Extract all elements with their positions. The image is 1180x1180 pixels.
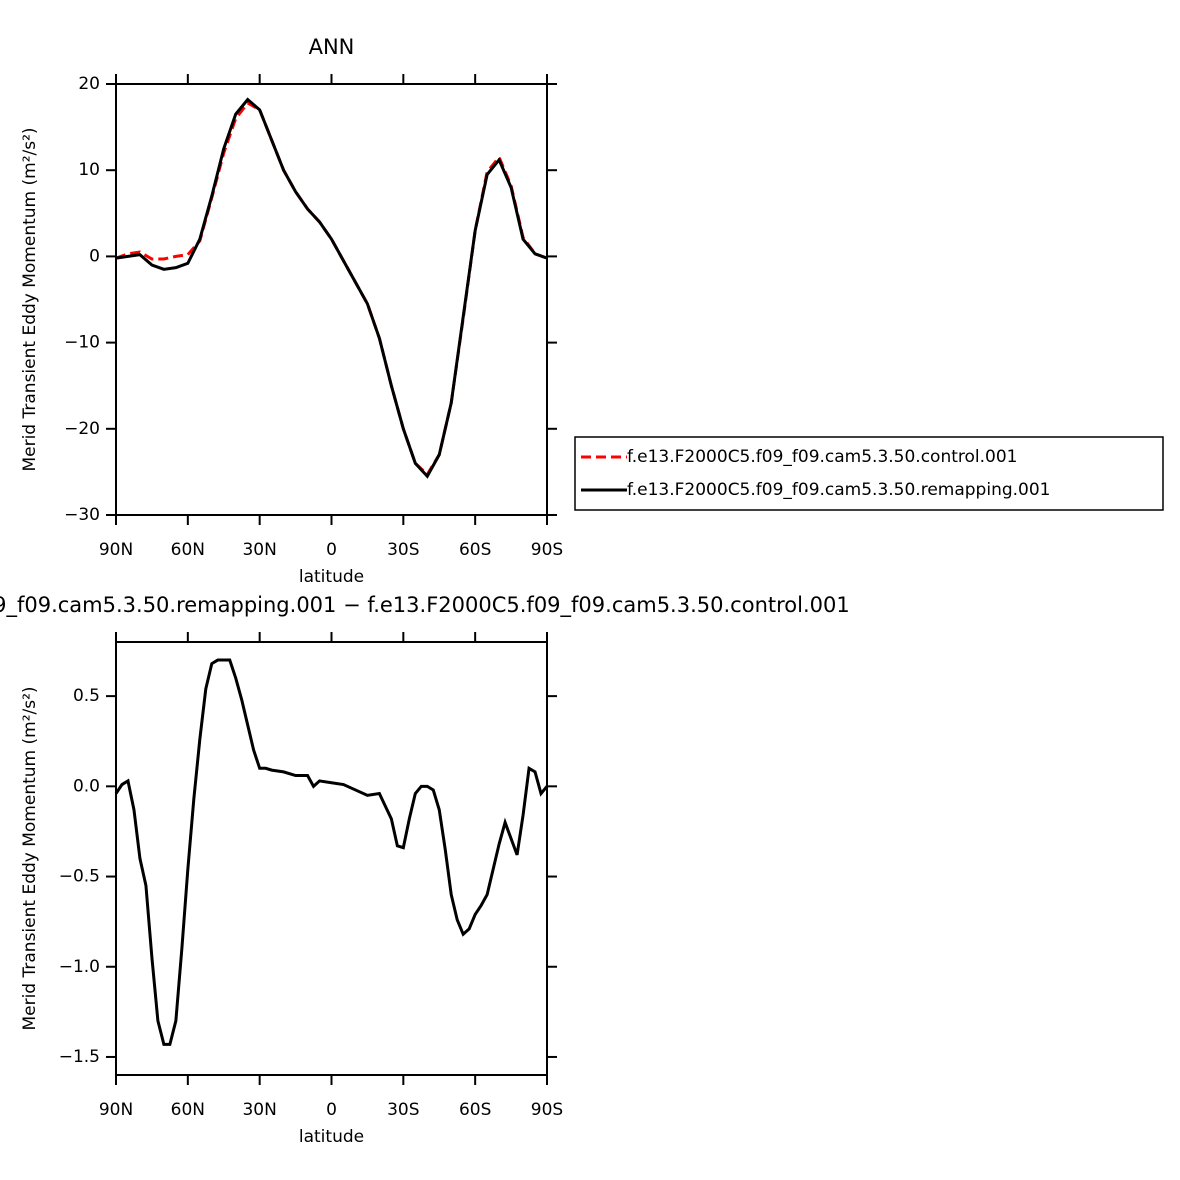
y-tick-label: −1.0	[59, 957, 100, 977]
chart-title: f.e13.F2000C5.f09_f09.cam5.3.50.remappin…	[0, 593, 850, 618]
x-tick-label: 60S	[459, 540, 491, 560]
y-tick-label: −20	[64, 419, 100, 439]
x-tick-label: 60N	[171, 540, 205, 560]
x-tick-label: 30N	[242, 1100, 276, 1120]
legend-box	[574, 436, 1164, 511]
x-tick-label: 60S	[459, 1100, 491, 1120]
y-tick-label: 0.5	[73, 686, 100, 706]
x-tick-label: 30S	[387, 540, 419, 560]
y-tick-label: 0.0	[73, 776, 100, 796]
x-tick-label: 30S	[387, 1100, 419, 1120]
x-axis-label: latitude	[299, 1127, 364, 1147]
y-tick-label: −1.5	[59, 1047, 100, 1067]
y-axis-label: Merid Transient Eddy Momentum (m²/s²)	[20, 127, 40, 471]
legend-label: f.e13.F2000C5.f09_f09.cam5.3.50.remappin…	[627, 480, 1051, 500]
x-tick-label: 30N	[242, 540, 276, 560]
y-tick-label: 10	[78, 160, 100, 180]
x-axis-label: latitude	[299, 567, 364, 587]
plot-frame	[115, 641, 548, 1076]
y-tick-label: −10	[64, 333, 100, 353]
x-tick-label: 90N	[99, 540, 133, 560]
x-tick-label: 0	[326, 540, 337, 560]
data-line	[115, 101, 548, 477]
legend-label: f.e13.F2000C5.f09_f09.cam5.3.50.control.…	[627, 447, 1018, 467]
y-axis-label: Merid Transient Eddy Momentum (m²/s²)	[20, 686, 40, 1030]
y-tick-label: −30	[64, 505, 100, 525]
x-tick-label: 90S	[531, 540, 563, 560]
x-tick-label: 0	[326, 1100, 337, 1120]
x-tick-label: 90N	[99, 1100, 133, 1120]
x-tick-label: 60N	[171, 1100, 205, 1120]
data-line	[114, 658, 549, 1046]
x-tick-label: 90S	[531, 1100, 563, 1120]
y-tick-label: 0	[89, 246, 100, 266]
y-tick-label: 20	[78, 74, 100, 94]
data-line	[115, 97, 548, 479]
y-tick-label: −0.5	[59, 867, 100, 887]
plot-frame	[115, 83, 548, 516]
chart-title: ANN	[309, 35, 355, 59]
